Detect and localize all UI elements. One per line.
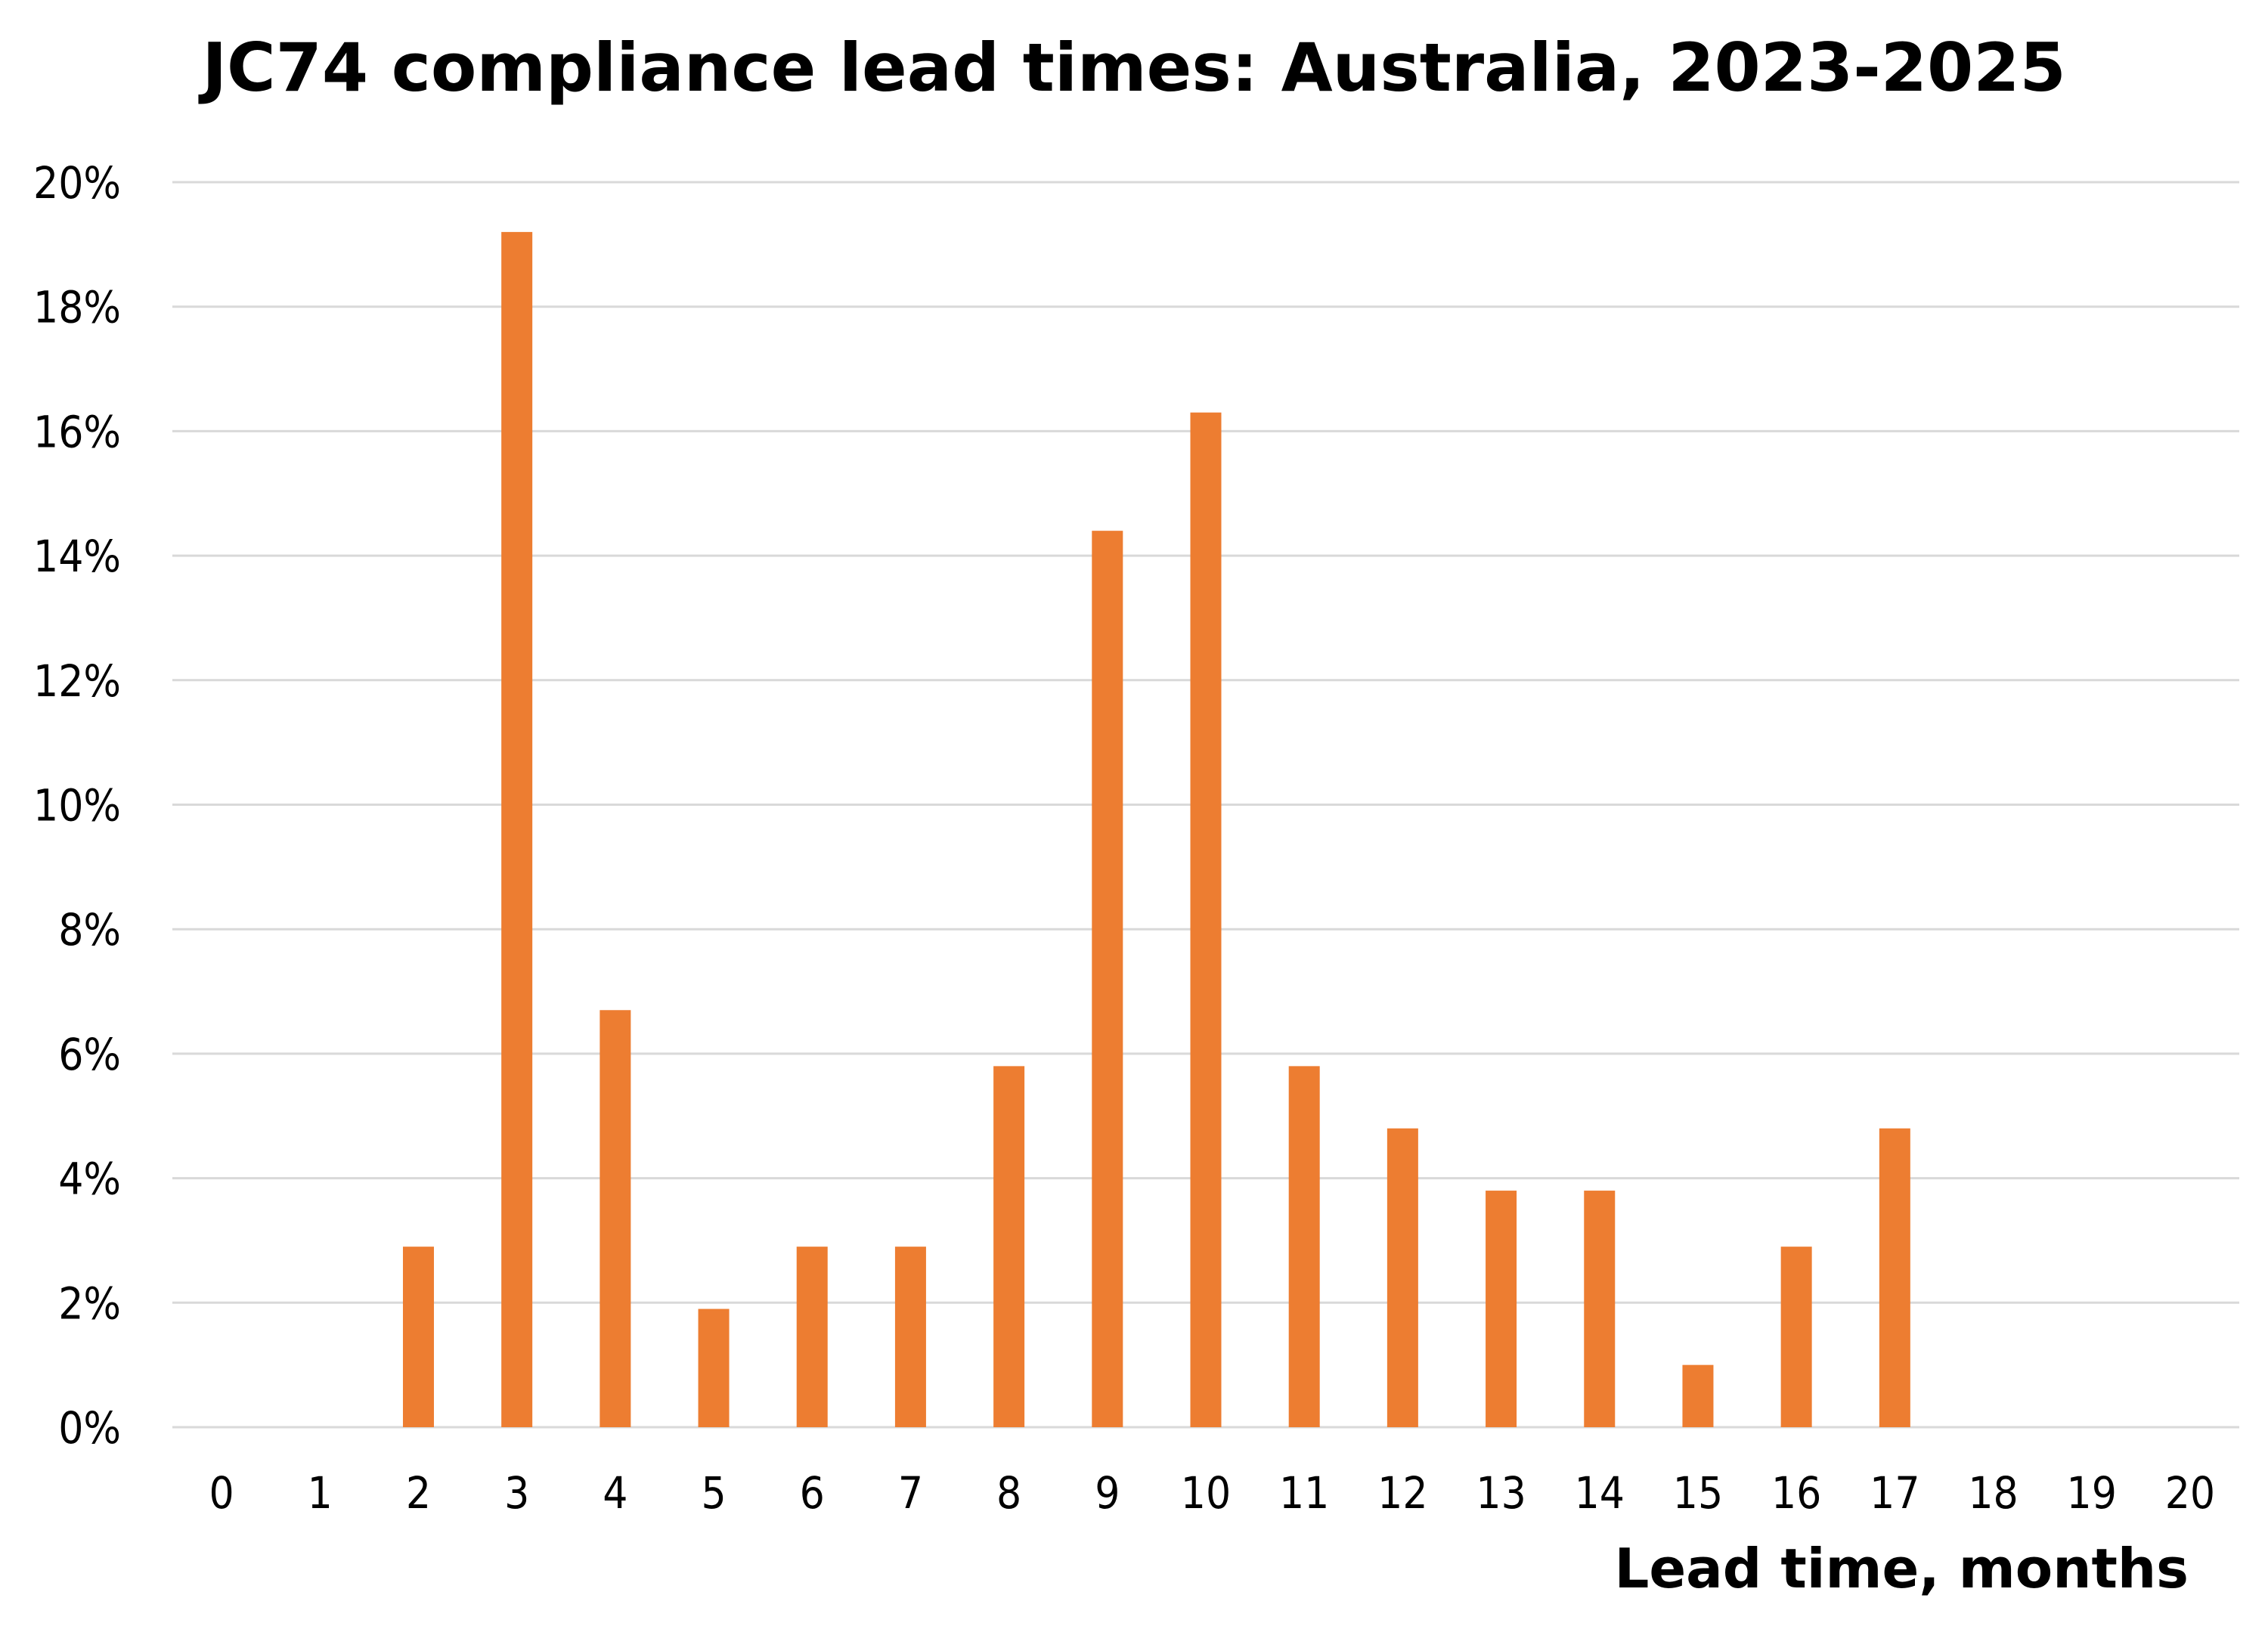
x-tick-label: 9 bbox=[1095, 1467, 1120, 1519]
y-axis-tick-labels: 0% 2% 4% 6% 8% 10% 12% 14% 16% 18% 20% bbox=[33, 157, 121, 1454]
x-tick-label: 2 bbox=[406, 1467, 431, 1519]
bar-3 bbox=[501, 231, 533, 1427]
x-tick-label: 18 bbox=[1968, 1467, 2018, 1519]
x-tick-label: 8 bbox=[996, 1467, 1021, 1519]
x-axis-label: Lead time, months bbox=[1614, 1537, 2189, 1600]
x-tick-label: 13 bbox=[1476, 1467, 1526, 1519]
x-tick-label: 4 bbox=[603, 1467, 627, 1519]
bar-17 bbox=[1879, 1128, 1910, 1427]
bar-16 bbox=[1780, 1247, 1812, 1427]
bar-10 bbox=[1190, 412, 1222, 1427]
y-tick-label: 2% bbox=[58, 1278, 121, 1329]
bar-4 bbox=[600, 1010, 631, 1427]
bar-15 bbox=[1682, 1364, 1714, 1427]
x-tick-label: 12 bbox=[1377, 1467, 1427, 1519]
x-tick-label: 14 bbox=[1575, 1467, 1625, 1519]
y-tick-label: 4% bbox=[58, 1154, 121, 1205]
bar-2 bbox=[402, 1247, 434, 1427]
x-tick-label: 0 bbox=[209, 1467, 234, 1519]
x-tick-label: 5 bbox=[701, 1467, 726, 1519]
y-tick-label: 20% bbox=[33, 157, 121, 209]
y-tick-label: 14% bbox=[33, 531, 121, 582]
x-tick-label: 3 bbox=[504, 1467, 529, 1519]
y-tick-label: 6% bbox=[58, 1029, 121, 1080]
x-tick-label: 6 bbox=[800, 1467, 825, 1519]
y-tick-label: 18% bbox=[33, 282, 121, 333]
y-tick-label: 12% bbox=[33, 655, 121, 707]
bar-8 bbox=[993, 1066, 1025, 1427]
bar-7 bbox=[894, 1247, 926, 1427]
bar-11 bbox=[1288, 1066, 1320, 1427]
x-tick-label: 7 bbox=[898, 1467, 923, 1519]
bar-12 bbox=[1387, 1128, 1418, 1427]
x-tick-label: 11 bbox=[1279, 1467, 1329, 1519]
y-tick-label: 8% bbox=[58, 904, 121, 955]
y-tick-label: 10% bbox=[33, 780, 121, 832]
x-tick-label: 17 bbox=[1870, 1467, 1919, 1519]
x-tick-label: 20 bbox=[2165, 1467, 2215, 1519]
x-tick-label: 15 bbox=[1673, 1467, 1723, 1519]
bar-9 bbox=[1092, 531, 1123, 1428]
bar-13 bbox=[1486, 1191, 1517, 1427]
bar-6 bbox=[796, 1247, 828, 1427]
x-tick-label: 1 bbox=[308, 1467, 333, 1519]
bar-5 bbox=[698, 1309, 730, 1427]
x-tick-label: 16 bbox=[1771, 1467, 1821, 1519]
bars bbox=[402, 231, 1910, 1428]
x-tick-label: 19 bbox=[2067, 1467, 2117, 1519]
bar-14 bbox=[1584, 1191, 1616, 1427]
x-axis-tick-labels: 0 1 2 3 4 5 6 7 8 9 10 11 12 13 14 15 16 17 18 19 20 bbox=[209, 1467, 2215, 1519]
y-tick-label: 16% bbox=[33, 406, 121, 457]
chart-title: JC74 compliance lead times: Australia, 2… bbox=[202, 29, 2066, 107]
y-tick-label: 0% bbox=[58, 1402, 121, 1454]
x-tick-label: 10 bbox=[1181, 1467, 1231, 1519]
